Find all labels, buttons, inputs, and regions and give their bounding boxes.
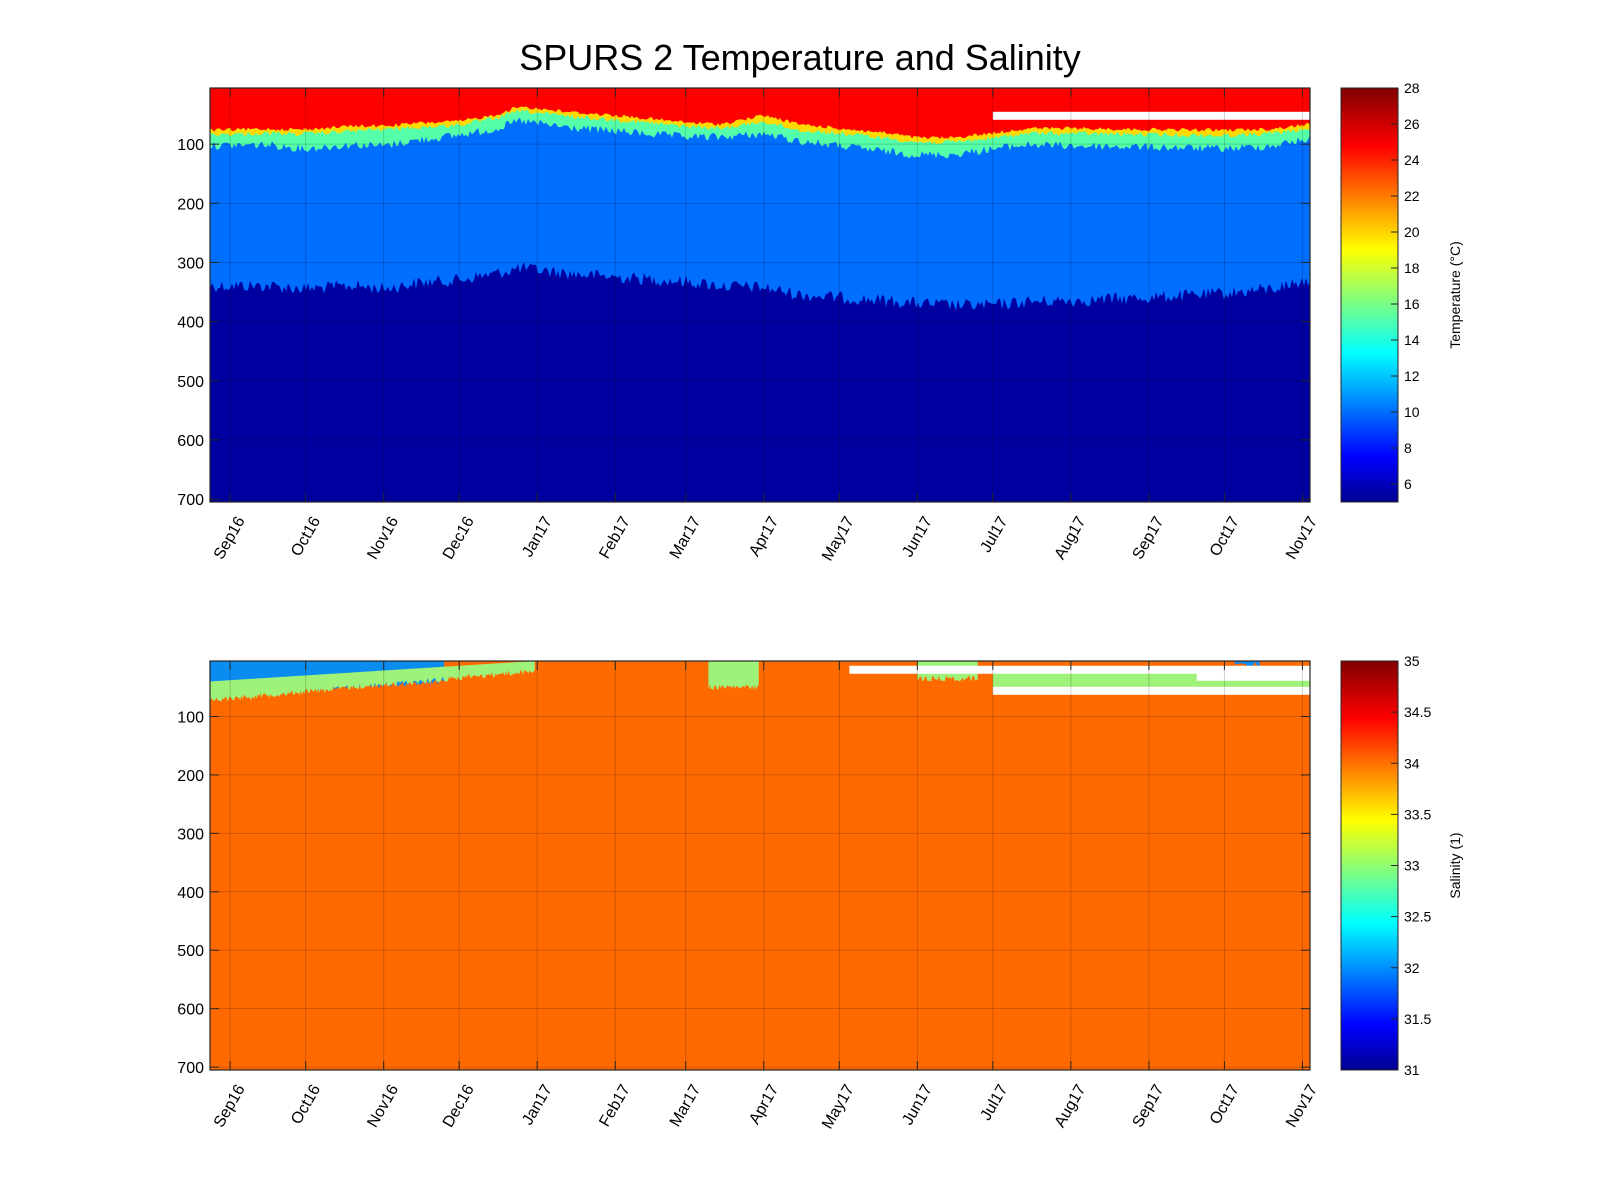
salinity-background — [210, 661, 1310, 1070]
y-tick-label: 100 — [177, 710, 204, 727]
y-tick-label: 200 — [177, 196, 204, 213]
y-tick-label: 100 — [177, 137, 204, 154]
colorbar-tick-label: 28 — [1404, 80, 1420, 96]
x-tick-label: Sep17 — [1130, 1082, 1168, 1131]
temperature-plot-area — [210, 88, 1310, 502]
y-tick-label: 700 — [177, 1060, 204, 1077]
colorbar-tick-label: 31 — [1404, 1062, 1420, 1078]
salinity-data-gap-2 — [992, 686, 1310, 695]
x-tick-label: Feb17 — [596, 514, 633, 562]
colorbar-tick-label: 34.5 — [1404, 704, 1431, 720]
salinity-plot-area — [210, 661, 1310, 1070]
temperature-layer-25 — [210, 88, 1310, 140]
temperature-data-gap-0 — [992, 111, 1310, 120]
salinity-patch-2 — [708, 661, 759, 691]
temperature-colorbar — [1340, 87, 1399, 503]
x-tick-label: Jul17 — [978, 1082, 1012, 1124]
colorbar-tick-label: 32.5 — [1404, 909, 1431, 925]
y-tick-label: 600 — [177, 433, 204, 450]
temperature-grid — [210, 88, 1310, 502]
y-tick-label: 600 — [177, 1002, 204, 1019]
colorbar-tick-label: 14 — [1404, 332, 1420, 348]
x-tick-label: Oct17 — [1207, 514, 1243, 560]
colorbar-tick-label: 32 — [1404, 960, 1420, 976]
colorbar-tick-label: 33.5 — [1404, 806, 1431, 822]
x-tick-label: Sep16 — [211, 514, 249, 563]
x-tick-label: Nov17 — [1283, 514, 1321, 563]
x-tick-label: Oct16 — [288, 514, 324, 560]
temperature-panel: 100 200 300 400 500 600 700 Sep16 Oct16 Nov16 Dec1… — [177, 80, 1463, 564]
x-tick-label: Jun17 — [899, 1082, 936, 1128]
colorbar-label: Salinity (1) — [1447, 832, 1463, 898]
y-tick-label: 500 — [177, 374, 204, 391]
colorbar-tick-label: 31.5 — [1404, 1011, 1431, 1027]
salinity-data-gap-0 — [849, 665, 1310, 674]
x-tick-label: Dec16 — [440, 1082, 478, 1131]
x-tick-label: Sep17 — [1130, 514, 1168, 563]
colorbar-tick-label: 8 — [1404, 440, 1412, 456]
x-tick-label: Aug17 — [1052, 1082, 1090, 1131]
colorbar-tick-label: 22 — [1404, 188, 1420, 204]
colorbar-tick-label: 10 — [1404, 404, 1420, 420]
colorbar-label: Temperature (°C) — [1447, 241, 1463, 349]
colorbar-tick-label: 18 — [1404, 260, 1420, 276]
x-tick-label: Nov16 — [364, 1082, 402, 1131]
salinity-data-gap-1 — [1196, 672, 1310, 681]
x-tick-label: Apr17 — [746, 514, 782, 560]
salinity-axes-box — [209, 660, 1311, 1071]
x-tick-label: Jan17 — [519, 1082, 556, 1128]
salinity-colorbar — [1340, 660, 1399, 1071]
x-tick-label: Feb17 — [596, 1082, 633, 1130]
x-tick-label: Aug17 — [1052, 514, 1090, 563]
x-tick-label: Dec16 — [440, 514, 478, 563]
y-tick-label: 500 — [177, 943, 204, 960]
x-tick-label: Jun17 — [899, 514, 936, 560]
temperature-axes-box — [209, 87, 1311, 503]
colorbar-tick-label: 35 — [1404, 653, 1420, 669]
y-tick-label: 400 — [177, 315, 204, 332]
colorbar-tick-label: 20 — [1404, 224, 1420, 240]
x-tick-label: Sep16 — [211, 1082, 249, 1131]
colorbar-tick-label: 24 — [1404, 152, 1420, 168]
x-tick-label: Oct16 — [288, 1082, 324, 1128]
colorbar-tick-label: 34 — [1404, 755, 1420, 771]
colorbar-tick-label: 12 — [1404, 368, 1420, 384]
x-tick-label: Nov16 — [364, 514, 402, 563]
x-tick-label: Jan17 — [519, 514, 556, 560]
x-tick-label: May17 — [819, 1082, 858, 1132]
salinity-panel: 100 200 300 400 500 600 700 Sep16 Oct16 Nov16 Dec1… — [177, 653, 1463, 1132]
salinity-grid — [210, 661, 1310, 1070]
colorbar-tick-label: 33 — [1404, 858, 1420, 874]
colorbar-tick-label: 6 — [1404, 476, 1412, 492]
y-tick-label: 400 — [177, 885, 204, 902]
salinity-patch-5 — [1234, 661, 1260, 668]
x-tick-label: May17 — [819, 514, 858, 564]
x-tick-label: Oct17 — [1207, 1082, 1243, 1128]
figure-title: SPURS 2 Temperature and Salinity — [519, 37, 1081, 78]
colorbar-tick-label: 26 — [1404, 116, 1420, 132]
x-tick-label: Mar17 — [667, 514, 704, 562]
x-tick-label: Nov17 — [1283, 1082, 1321, 1131]
x-tick-label: Apr17 — [746, 1082, 782, 1128]
x-tick-label: Mar17 — [667, 1082, 704, 1130]
y-tick-label: 200 — [177, 768, 204, 785]
salinity-patch-1 — [210, 661, 535, 703]
colorbar-tick-label: 16 — [1404, 296, 1420, 312]
x-tick-label: Jul17 — [978, 514, 1012, 556]
y-tick-label: 300 — [177, 255, 204, 272]
y-tick-label: 700 — [177, 492, 204, 509]
y-tick-label: 300 — [177, 826, 204, 843]
